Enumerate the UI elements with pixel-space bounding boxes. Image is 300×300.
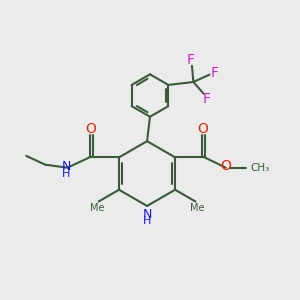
Text: F: F xyxy=(187,53,195,68)
Text: N: N xyxy=(142,208,152,221)
Text: Me: Me xyxy=(90,203,104,213)
Text: H: H xyxy=(62,169,70,179)
Text: O: O xyxy=(220,159,231,172)
Text: O: O xyxy=(197,122,208,136)
Text: N: N xyxy=(61,160,71,173)
Text: F: F xyxy=(211,66,219,80)
Text: Me: Me xyxy=(190,203,204,213)
Text: F: F xyxy=(202,92,211,106)
Text: H: H xyxy=(143,216,151,226)
Text: CH₃: CH₃ xyxy=(250,163,269,173)
Text: O: O xyxy=(85,122,96,136)
